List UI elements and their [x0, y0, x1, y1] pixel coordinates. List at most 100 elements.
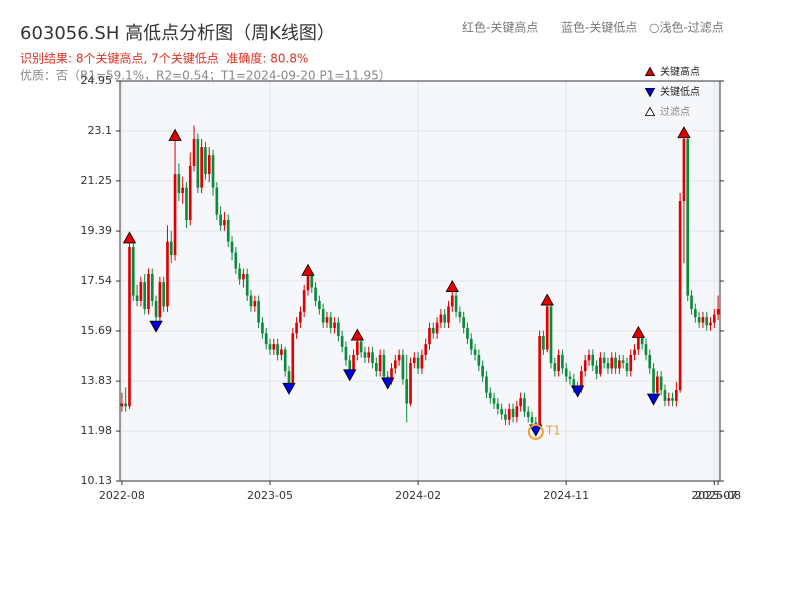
- candle-body: [454, 295, 458, 312]
- candle-body: [469, 338, 473, 350]
- candle-body: [158, 282, 162, 318]
- x-tick-label: 2025-07: [691, 489, 737, 502]
- x-tick-label: 2024-02: [395, 489, 441, 502]
- key-point-marker: [677, 126, 691, 139]
- candle-body: [188, 166, 192, 221]
- candle-body: [150, 273, 154, 301]
- key-point-marker: [343, 369, 357, 382]
- candle-body: [583, 360, 587, 372]
- candle-body: [523, 398, 526, 412]
- candle-body: [295, 322, 298, 334]
- candle-body: [120, 403, 124, 407]
- candle-body: [181, 187, 184, 194]
- candle-body: [124, 403, 128, 407]
- candle-body: [287, 371, 291, 385]
- candle-body: [344, 346, 348, 361]
- candle-body: [390, 368, 393, 382]
- candle-body: [276, 344, 279, 355]
- candle-body: [238, 268, 241, 280]
- candle-body: [473, 349, 477, 355]
- candle-body: [314, 287, 317, 301]
- candle-body: [572, 379, 576, 388]
- candle-body: [139, 282, 143, 301]
- candle-body: [652, 368, 655, 393]
- candle-body: [173, 174, 177, 256]
- candle-body: [359, 341, 363, 353]
- x-tick-label: 2023-05: [247, 489, 293, 502]
- candle-body: [587, 354, 591, 361]
- candle-body: [264, 333, 268, 345]
- header-legend: ○浅色-过滤点: [649, 21, 724, 35]
- candle-body: [424, 344, 428, 355]
- candle-body: [606, 363, 610, 369]
- candle-body: [602, 357, 606, 364]
- candle-body: [705, 317, 709, 326]
- candle-body: [610, 357, 614, 369]
- candle-body: [131, 246, 135, 296]
- candle-body: [340, 336, 344, 347]
- candle-body: [166, 241, 169, 307]
- candle-body: [693, 309, 697, 318]
- candle-body: [226, 220, 230, 242]
- candle-body: [234, 252, 238, 269]
- candle-body: [291, 333, 295, 385]
- candle-body: [640, 336, 644, 345]
- candle-body: [481, 365, 484, 377]
- candle-body: [485, 376, 488, 393]
- y-tick-label: 13.83: [81, 374, 113, 387]
- candle-body: [261, 322, 264, 334]
- candle-body: [443, 314, 447, 323]
- candle-body: [401, 354, 405, 380]
- candle-body: [633, 349, 636, 355]
- candle-body: [135, 295, 139, 301]
- candle-body: [671, 398, 674, 401]
- key-point-marker: [381, 377, 395, 390]
- candle-body: [447, 306, 450, 323]
- y-tick-label: 11.98: [81, 424, 113, 437]
- candle-body: [564, 368, 568, 377]
- candle-body: [318, 300, 321, 310]
- x-tick-label: 2025-08: [695, 489, 741, 502]
- candle-body: [299, 311, 302, 323]
- candle-body: [348, 360, 352, 372]
- candle-body: [177, 174, 181, 194]
- candle-body: [329, 317, 333, 328]
- candle-body: [682, 139, 686, 202]
- header-legend: 红色-关键高点: [462, 20, 538, 35]
- candle-body: [397, 354, 401, 361]
- legend-label: 关键低点: [660, 85, 700, 98]
- candle-body: [450, 295, 454, 307]
- candle-body: [663, 390, 667, 401]
- candle-body: [431, 327, 435, 334]
- key-point-marker: [282, 382, 296, 395]
- candle-body: [185, 187, 188, 221]
- candle-body: [500, 408, 503, 415]
- candle-body: [675, 390, 678, 401]
- candle-body: [519, 398, 522, 407]
- candle-body: [492, 398, 496, 404]
- candle-body: [599, 357, 602, 374]
- note: 优质：否（R1=59.1%，R2=0.54；T1=2024-09-20 P1=1…: [20, 69, 391, 83]
- candle-body: [363, 352, 367, 358]
- candle-body: [223, 220, 226, 226]
- candle-body: [507, 408, 511, 420]
- key-point-marker: [350, 328, 365, 341]
- candle-body: [375, 363, 378, 372]
- candle-body: [306, 273, 310, 291]
- candle-body: [169, 241, 173, 256]
- chart-title: 603056.SH 高低点分析图（周K线图）: [20, 23, 335, 44]
- key-point-marker: [570, 385, 585, 398]
- candle-body: [242, 273, 245, 280]
- key-point-marker: [646, 393, 661, 406]
- candle-body: [249, 295, 253, 307]
- candle-body: [280, 349, 283, 355]
- y-tick-label: 21.25: [81, 174, 113, 187]
- legend-swatch: [644, 106, 656, 116]
- legend-label: 过滤点: [660, 105, 690, 118]
- candle-body: [716, 309, 720, 315]
- legend-swatch: [644, 66, 656, 76]
- y-tick-label: 17.54: [81, 274, 113, 287]
- key-point-marker: [168, 128, 182, 141]
